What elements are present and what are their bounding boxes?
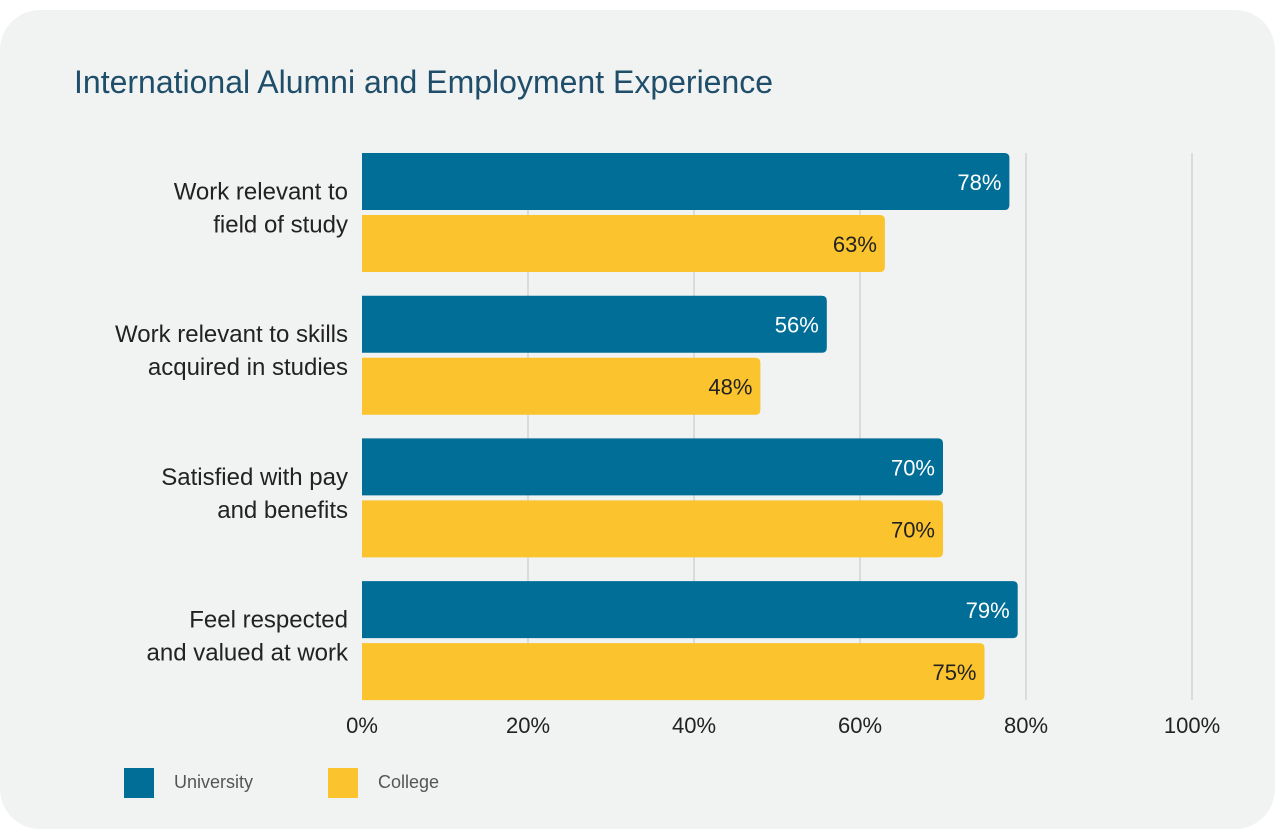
legend-swatch-college [328,768,358,798]
x-tick-label: 40% [672,713,716,738]
bar-university [362,438,943,496]
x-tick-label: 80% [1004,713,1048,738]
data-label: 70% [891,455,935,480]
category-label: field of study [213,212,348,239]
legend-swatch-university [124,768,154,798]
category-label: and valued at work [147,640,349,667]
legend-label-college: College [378,772,440,792]
data-label: 79% [966,598,1010,623]
category-label: and benefits [217,497,348,524]
x-tick-label: 60% [838,713,882,738]
category-label: Work relevant to skills [115,321,348,348]
data-label: 78% [957,170,1001,195]
bar-university [362,581,1018,639]
x-tick-label: 20% [506,713,550,738]
category-label: Feel respected [189,607,348,634]
bar-college [362,643,985,701]
data-label: 48% [708,375,752,400]
data-label: 56% [775,313,819,338]
x-tick-label: 100% [1164,713,1220,738]
legend-label-university: University [174,772,254,792]
data-label: 63% [833,232,877,257]
data-label: 75% [932,660,976,685]
chart-title: International Alumni and Employment Expe… [74,64,774,100]
category-label: Satisfied with pay [161,464,348,491]
category-label: acquired in studies [148,354,348,381]
bar-college [362,357,761,415]
category-label: Work relevant to [174,179,348,206]
x-tick-label: 0% [346,713,378,738]
data-label: 70% [891,517,935,542]
bar-college [362,215,885,272]
bar-university [362,295,827,353]
bar-college [362,500,943,558]
bar-university [362,153,1010,210]
